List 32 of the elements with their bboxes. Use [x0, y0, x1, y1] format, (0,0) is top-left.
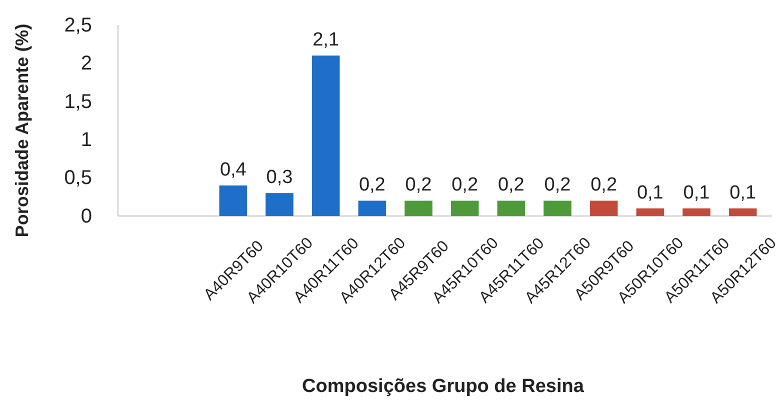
bar — [497, 200, 526, 216]
bar — [266, 193, 294, 216]
y-tick-label: 0,5 — [64, 167, 92, 190]
data-label: 0,2 — [544, 174, 571, 196]
data-label: 0,1 — [636, 182, 664, 204]
x-axis-title: Composições Grupo de Resina — [302, 376, 584, 397]
data-label: 0,1 — [730, 182, 756, 204]
data-label: 0,2 — [405, 174, 432, 196]
bar — [682, 208, 710, 216]
data-label: 0,2 — [452, 174, 478, 196]
y-tick-label: 2,5 — [64, 14, 92, 36]
y-tick-label: 0 — [80, 205, 92, 228]
bar — [219, 185, 248, 216]
data-label: 0,4 — [220, 159, 247, 180]
data-label: 0,2 — [358, 174, 386, 196]
bar — [636, 208, 664, 216]
bar — [404, 200, 432, 216]
y-tick-label: 1,5 — [64, 90, 92, 113]
bar — [312, 56, 340, 216]
bar — [358, 200, 386, 216]
data-label: 0,2 — [498, 174, 524, 196]
data-label: 0,1 — [683, 182, 710, 204]
bar — [544, 200, 572, 216]
y-tick-label: 1 — [80, 129, 92, 151]
bar — [590, 200, 618, 216]
data-label: 0,2 — [590, 174, 618, 196]
data-label: 2,1 — [312, 30, 340, 51]
bar — [728, 208, 757, 216]
y-tick-label: 2 — [80, 52, 92, 75]
bar — [450, 200, 479, 216]
y-axis-title: Porosidade Aparente (%) — [12, 24, 32, 238]
data-label: 0,3 — [266, 167, 293, 188]
